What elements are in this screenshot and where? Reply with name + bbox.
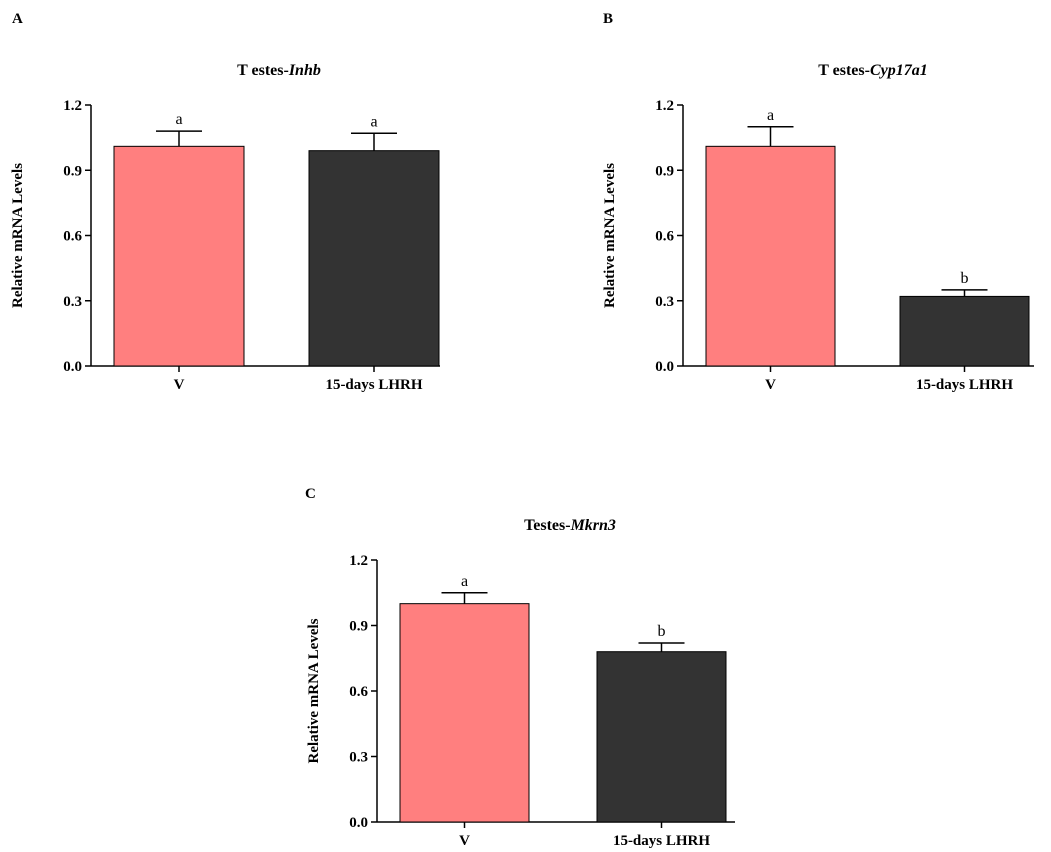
panel-letter: B (603, 11, 613, 27)
panel-letter: A (12, 11, 23, 27)
x-tick-label: 15-days LHRH (325, 377, 422, 393)
bar-15-days-lhrh (899, 295, 1030, 367)
x-tick-label: V (765, 377, 776, 393)
y-tick-label: 0.0 (349, 815, 368, 831)
x-tick-label: 15-days LHRH (916, 377, 1013, 393)
chart-panel-b: B T estes-Cyp17a1 0.0 0.3 0.6 0.9 1.2 Relative … (602, 11, 1034, 393)
y-tick-label: 0.9 (63, 163, 82, 179)
y-tick-label: 0.9 (349, 619, 368, 635)
bar-15-days-lhrh (596, 651, 727, 823)
y-tick-label: 0.3 (655, 294, 674, 310)
significance-label: b (658, 623, 666, 640)
panel-letter: C (305, 486, 316, 502)
chart-title: T estes-Cyp17a1 (818, 62, 927, 79)
y-axis-title: Relative mRNA Levels (10, 163, 26, 308)
y-axis-title: Relative mRNA Levels (602, 163, 618, 308)
x-tick-label: V (459, 833, 470, 849)
x-tick-label: V (174, 377, 185, 393)
significance-label: a (767, 107, 774, 124)
significance-label: a (370, 113, 377, 130)
bar-v (705, 145, 836, 367)
chart-title: T estes-Inhb (237, 62, 321, 79)
y-tick-label: 0.0 (655, 359, 674, 375)
significance-label: a (461, 573, 468, 590)
bar-v (113, 145, 245, 367)
y-tick-label: 0.3 (349, 750, 368, 766)
y-tick-label: 0.6 (655, 229, 674, 245)
significance-label: a (175, 111, 182, 128)
y-tick-label: 0.6 (63, 229, 82, 245)
significance-label: b (961, 270, 969, 287)
y-axis-title: Relative mRNA Levels (306, 618, 322, 763)
chart-panel-c: C Testes-Mkrn3 0.0 0.3 0.6 0.9 1.2 Relative mRN… (305, 486, 735, 849)
y-tick-label: 1.2 (655, 98, 674, 114)
y-tick-label: 0.0 (63, 359, 82, 375)
x-tick-label: 15-days LHRH (613, 833, 710, 849)
y-tick-label: 0.9 (655, 163, 674, 179)
chart-panel-a: A T estes-Inhb 0.0 0.3 0.6 0.9 1.2 Relative mRN… (10, 11, 440, 393)
y-tick-label: 1.2 (63, 98, 82, 114)
chart-title: Testes-Mkrn3 (524, 517, 616, 534)
bar-v (399, 603, 530, 823)
y-tick-label: 0.6 (349, 684, 368, 700)
y-tick-label: 1.2 (349, 553, 368, 569)
bar-15-days-lhrh (308, 150, 440, 367)
y-tick-label: 0.3 (63, 294, 82, 310)
